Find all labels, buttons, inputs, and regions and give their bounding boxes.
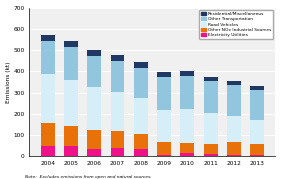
- Text: Note:  Excludes emissions from open and natural sources.: Note: Excludes emissions from open and n…: [25, 175, 152, 179]
- Bar: [227, 142, 241, 155]
- Bar: [87, 50, 101, 56]
- Bar: [64, 41, 78, 47]
- Bar: [204, 144, 218, 154]
- Bar: [41, 123, 55, 146]
- Bar: [204, 77, 218, 81]
- Bar: [64, 80, 78, 126]
- Bar: [87, 56, 101, 87]
- Bar: [250, 86, 264, 90]
- Bar: [204, 154, 218, 156]
- Bar: [134, 149, 148, 156]
- Bar: [134, 62, 148, 68]
- Bar: [180, 76, 194, 109]
- Bar: [134, 68, 148, 98]
- Bar: [227, 116, 241, 142]
- Bar: [204, 113, 218, 144]
- Bar: [157, 72, 171, 77]
- Bar: [227, 81, 241, 85]
- Bar: [204, 81, 218, 113]
- Bar: [180, 153, 194, 156]
- Bar: [41, 41, 55, 74]
- Bar: [227, 155, 241, 156]
- Bar: [134, 134, 148, 149]
- Bar: [41, 146, 55, 156]
- Bar: [87, 87, 101, 130]
- Bar: [87, 130, 101, 149]
- Bar: [180, 109, 194, 143]
- Bar: [41, 74, 55, 123]
- Legend: Residential/Miscellaneous, Other Transportation, Road Vehicles, Other NOx Indust: Residential/Miscellaneous, Other Transpo…: [199, 10, 273, 39]
- Bar: [110, 148, 124, 156]
- Bar: [110, 92, 124, 131]
- Bar: [87, 149, 101, 156]
- Bar: [157, 77, 171, 110]
- Bar: [157, 142, 171, 155]
- Bar: [180, 71, 194, 76]
- Bar: [157, 155, 171, 156]
- Bar: [250, 155, 264, 156]
- Bar: [64, 146, 78, 156]
- Bar: [180, 143, 194, 153]
- Bar: [250, 90, 264, 120]
- Bar: [110, 55, 124, 61]
- Bar: [250, 144, 264, 155]
- Bar: [64, 126, 78, 146]
- Bar: [227, 85, 241, 116]
- Bar: [64, 47, 78, 80]
- Bar: [157, 110, 171, 142]
- Bar: [41, 35, 55, 41]
- Y-axis label: Emissions (kt): Emissions (kt): [6, 61, 11, 103]
- Bar: [134, 98, 148, 134]
- Bar: [110, 61, 124, 92]
- Bar: [250, 120, 264, 144]
- Bar: [110, 131, 124, 148]
